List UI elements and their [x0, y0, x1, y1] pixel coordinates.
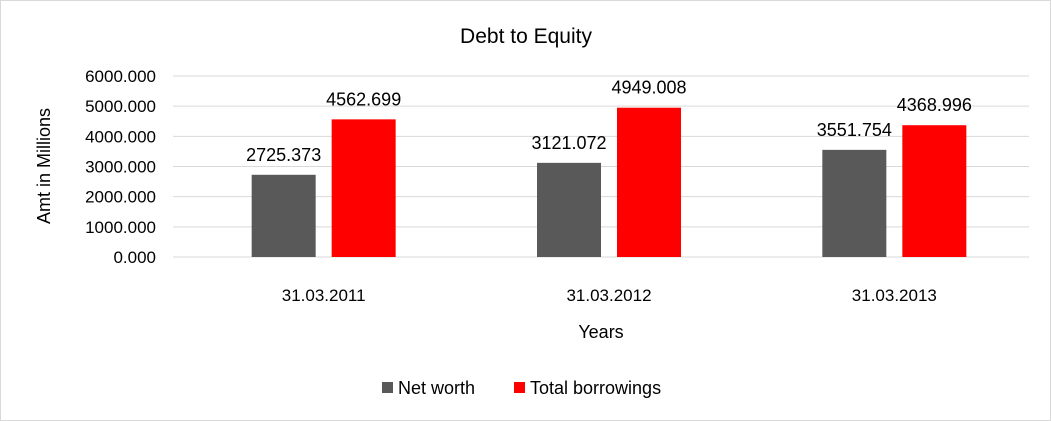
legend: Net worth Total borrowings [382, 378, 661, 398]
data-labels: 2725.373 4562.699 3121.072 4949.008 3551.754… [246, 78, 972, 165]
y-tick-label: 4000.000 [85, 127, 156, 146]
legend-label-total-borrowings: Total borrowings [530, 378, 661, 398]
y-tick-label: 5000.000 [85, 97, 156, 116]
data-label: 2725.373 [246, 145, 321, 165]
chart-title: Debt to Equity [460, 25, 592, 48]
data-label: 4562.699 [326, 89, 401, 109]
y-tick-label: 1000.000 [85, 218, 156, 237]
bar-net-worth [822, 149, 887, 257]
bar-total-borrowings [331, 119, 396, 257]
data-label: 4949.008 [611, 78, 686, 98]
data-label: 3121.072 [531, 133, 606, 153]
bar-net-worth [537, 162, 601, 257]
x-axis-title: Years [578, 322, 623, 342]
bar-total-borrowings [617, 107, 681, 257]
y-tick-label: 0.000 [113, 248, 156, 267]
bars [251, 107, 967, 257]
y-axis-title: Amt in Millions [34, 108, 54, 224]
legend-swatch-net-worth [382, 382, 393, 393]
legend-label-net-worth: Net worth [398, 378, 475, 398]
x-category-label: 31.03.2013 [852, 286, 937, 305]
x-axis-categories: 31.03.2011 31.03.2012 31.03.2013 [282, 286, 937, 305]
y-tick-label: 2000.000 [85, 188, 156, 207]
bar-net-worth [251, 174, 316, 257]
legend-swatch-total-borrowings [514, 382, 525, 393]
data-label: 4368.996 [897, 95, 972, 115]
y-tick-label: 6000.000 [85, 67, 156, 86]
data-label: 3551.754 [817, 120, 892, 140]
x-category-label: 31.03.2011 [282, 286, 366, 305]
y-axis-ticks: 0.000 1000.000 2000.000 3000.000 4000.000 500… [85, 67, 156, 267]
y-tick-label: 3000.000 [85, 158, 156, 177]
bar-total-borrowings [902, 125, 967, 257]
x-category-label: 31.03.2012 [566, 286, 651, 305]
